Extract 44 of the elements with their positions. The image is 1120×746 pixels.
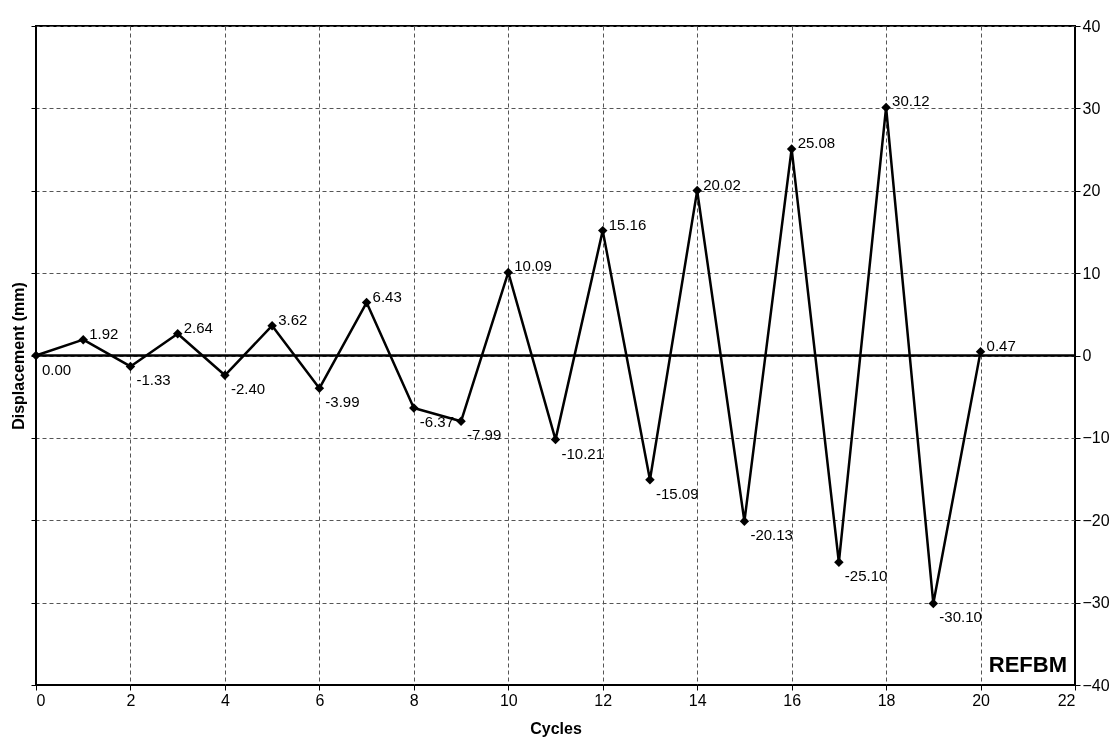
data-label: 6.43 — [372, 287, 402, 305]
data-label: 25.08 — [797, 133, 836, 151]
x-tick-label: 0 — [36, 691, 46, 709]
x-tick-label: 18 — [877, 691, 896, 709]
data-label: 1.92 — [89, 324, 119, 342]
x-tick-label: 12 — [594, 691, 613, 709]
data-label: -15.09 — [655, 484, 699, 502]
data-label: -7.99 — [467, 426, 502, 444]
x-tick-label: 22 — [1057, 691, 1076, 709]
x-tick-label: 16 — [783, 691, 802, 709]
y-tick-label: −40 — [1082, 676, 1110, 694]
data-label: 20.02 — [703, 175, 741, 193]
data-label: 0.47 — [986, 336, 1016, 354]
data-label: 3.62 — [278, 310, 308, 328]
x-tick-label: 4 — [220, 691, 230, 709]
y-tick-label: −30 — [1082, 594, 1110, 612]
x-tick-label: 10 — [499, 691, 518, 709]
x-axis-title: Cycles — [530, 719, 582, 737]
annotation: REFBM — [988, 652, 1067, 677]
data-label: -1.33 — [136, 371, 171, 389]
data-label: -30.10 — [939, 608, 982, 626]
data-label: -10.21 — [561, 444, 605, 462]
y-tick-label: 10 — [1082, 264, 1101, 282]
x-tick-label: 8 — [409, 691, 419, 709]
data-label: -3.99 — [325, 393, 360, 411]
data-label: -25.10 — [844, 567, 888, 585]
data-label: 2.64 — [183, 318, 213, 336]
x-tick-label: 2 — [126, 691, 136, 709]
data-label: 30.12 — [892, 92, 930, 110]
y-axis-title: Displacement (mm) — [10, 282, 27, 430]
x-tick-label: 6 — [315, 691, 325, 709]
y-tick-label: 40 — [1082, 17, 1101, 35]
y-tick-label: −10 — [1082, 429, 1110, 447]
x-tick-label: 14 — [688, 691, 707, 709]
x-tick-label: 20 — [972, 691, 991, 709]
y-tick-label: 30 — [1082, 99, 1101, 117]
data-label: -20.13 — [750, 526, 793, 544]
y-tick-label: 20 — [1082, 182, 1101, 200]
y-tick-label: 0 — [1082, 347, 1092, 364]
y-tick-label: −20 — [1082, 511, 1110, 529]
data-label: 15.16 — [608, 215, 647, 233]
data-label: 0.00 — [42, 360, 72, 378]
data-label: 10.09 — [514, 257, 552, 275]
data-label: -2.40 — [230, 380, 266, 398]
